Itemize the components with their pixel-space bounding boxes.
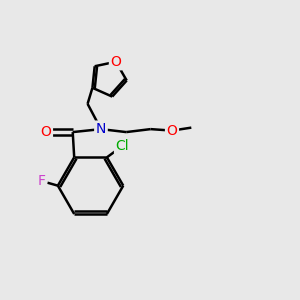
Text: O: O bbox=[110, 55, 121, 69]
Text: Cl: Cl bbox=[116, 139, 129, 153]
Text: N: N bbox=[96, 122, 106, 136]
Text: O: O bbox=[40, 125, 51, 139]
Text: F: F bbox=[38, 174, 46, 188]
Text: O: O bbox=[167, 124, 177, 138]
